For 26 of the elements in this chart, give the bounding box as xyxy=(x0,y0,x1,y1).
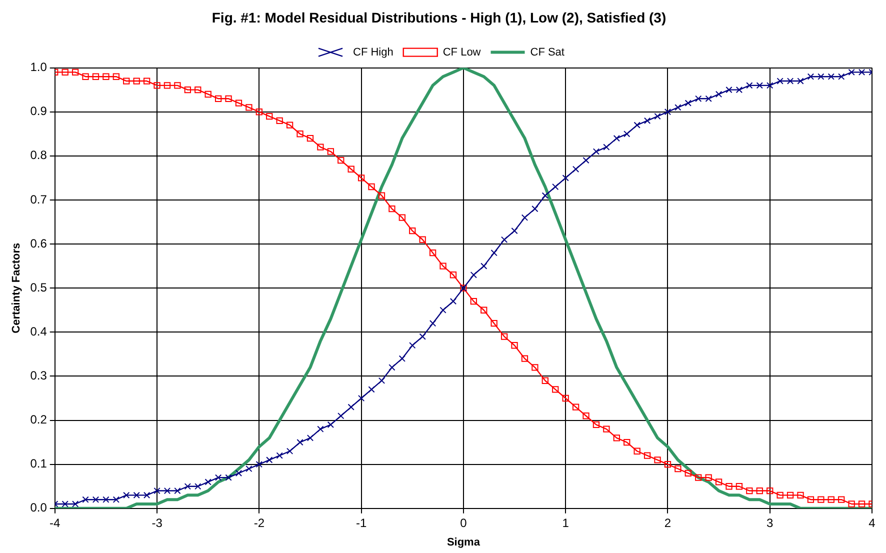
legend-label: CF High xyxy=(353,46,394,58)
y-tick-label: 0.1 xyxy=(30,456,48,471)
y-axis-title: Certainty Factors xyxy=(10,242,23,334)
y-tick-label: 0.3 xyxy=(30,368,48,383)
x-tick-label: -2 xyxy=(254,516,265,530)
legend-label: CF Low xyxy=(442,46,481,58)
y-tick-label: 0.8 xyxy=(30,148,48,162)
y-tick-label: 1.0 xyxy=(30,60,48,74)
chart-title: Fig. #1: Model Residual Distributions - High (1), Low (2), Satisfied (3) xyxy=(212,9,666,26)
y-tick-label: 0.2 xyxy=(30,412,48,427)
y-tick-label: 0.5 xyxy=(30,280,48,294)
y-tick-label: 0.0 xyxy=(30,500,48,515)
x-axis-title: Sigma xyxy=(446,536,481,548)
x-tick-label: 2 xyxy=(664,516,672,530)
x-tick-label: 4 xyxy=(868,516,876,530)
x-tick-label: -4 xyxy=(50,516,61,530)
x-tick-label: 3 xyxy=(766,516,774,530)
y-tick-label: 0.6 xyxy=(30,236,48,250)
y-tick-label: 0.4 xyxy=(30,324,48,338)
y-tick-label: 0.7 xyxy=(30,192,48,206)
y-tick-label: 0.9 xyxy=(30,104,48,118)
x-tick-label: -1 xyxy=(356,516,367,530)
x-tick-label: -3 xyxy=(152,516,163,530)
x-tick-label: 1 xyxy=(562,516,570,530)
legend-label: CF Sat xyxy=(530,46,564,58)
x-tick-label: 0 xyxy=(460,516,468,530)
